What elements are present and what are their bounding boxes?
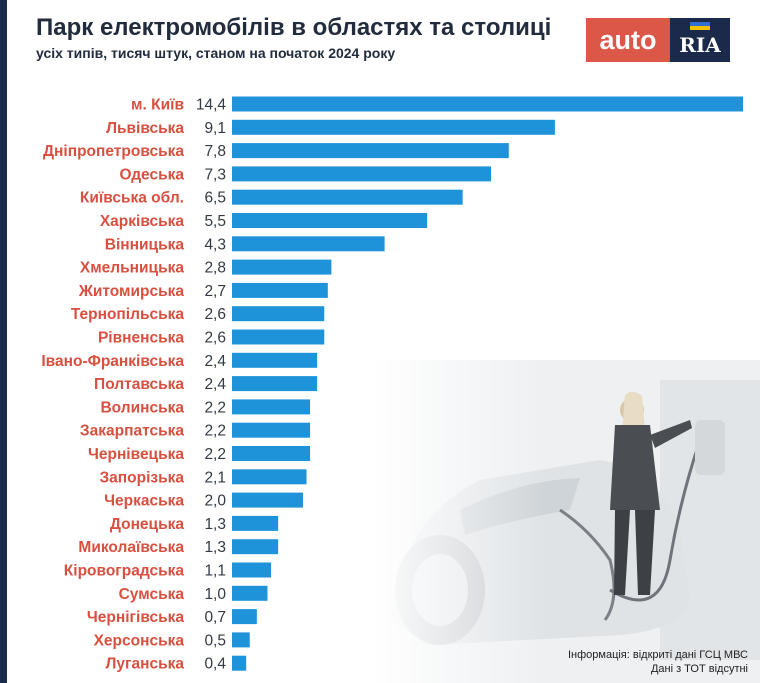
value-label-16: 2,1 — [204, 469, 226, 486]
bar-23 — [232, 632, 250, 648]
ukraine-flag-icon — [690, 22, 710, 30]
chart-title: Парк електромобілів в областях та столиц… — [36, 14, 552, 41]
category-label-1: Львівська — [106, 120, 184, 137]
value-label-13: 2,2 — [204, 399, 226, 416]
source-note: Інформація: відкриті дані ГСЦ МВС Дані з… — [568, 648, 748, 676]
category-label-4: Київська обл. — [80, 190, 184, 207]
logo-ria-text: RIA — [679, 33, 721, 57]
left-accent-stripe — [0, 0, 7, 683]
category-label-10: Рівненська — [98, 330, 184, 347]
bar-19 — [232, 539, 279, 555]
category-label-15: Чернівецька — [88, 446, 184, 463]
value-label-20: 1,1 — [204, 563, 226, 580]
bar-13 — [232, 399, 311, 415]
value-label-14: 2,2 — [204, 423, 226, 440]
value-label-23: 0,5 — [204, 632, 226, 649]
category-label-23: Херсонська — [94, 632, 185, 649]
logo-auto-text: auto — [586, 18, 670, 62]
value-label-11: 2,4 — [204, 353, 226, 370]
logo-ria-block: RIA — [670, 18, 730, 62]
car-charging-illustration — [370, 360, 760, 683]
value-label-5: 5,5 — [204, 213, 226, 230]
value-label-22: 0,7 — [204, 609, 226, 626]
bar-4 — [232, 189, 463, 205]
category-label-18: Донецька — [110, 516, 184, 533]
category-label-21: Сумська — [119, 586, 185, 603]
source-line-2: Дані з ТОТ відсутні — [650, 663, 748, 675]
category-label-22: Чернігівська — [87, 609, 184, 626]
value-label-8: 2,7 — [204, 283, 226, 300]
category-label-17: Черкаська — [104, 493, 184, 510]
value-label-15: 2,2 — [204, 446, 226, 463]
source-line-1: Інформація: відкриті дані ГСЦ МВС — [567, 649, 748, 661]
value-label-4: 6,5 — [204, 190, 226, 207]
bar-11 — [232, 352, 318, 368]
category-label-16: Запорізька — [99, 469, 184, 486]
bar-21 — [232, 585, 268, 601]
category-label-7: Хмельницька — [80, 260, 185, 277]
bar-8 — [232, 282, 328, 298]
category-label-0: м. Київ — [131, 97, 184, 114]
bar-6 — [232, 236, 385, 252]
category-label-19: Миколаївська — [78, 539, 184, 556]
category-label-20: Кіровоградська — [64, 563, 185, 580]
value-label-18: 1,3 — [204, 516, 226, 533]
category-label-14: Закарпатська — [80, 423, 184, 440]
value-label-21: 1,0 — [204, 586, 226, 603]
value-label-6: 4,3 — [204, 236, 226, 253]
bar-17 — [232, 492, 303, 508]
value-label-3: 7,3 — [204, 166, 226, 183]
category-label-13: Волинська — [100, 399, 184, 416]
bar-2 — [232, 143, 509, 159]
category-label-12: Полтавська — [94, 376, 184, 393]
bar-18 — [232, 515, 279, 531]
value-label-17: 2,0 — [204, 493, 226, 510]
bar-5 — [232, 213, 428, 228]
category-label-2: Дніпропетровська — [43, 143, 184, 160]
value-label-12: 2,4 — [204, 376, 226, 393]
value-label-2: 7,8 — [204, 143, 226, 160]
bar-24 — [232, 655, 247, 671]
bar-9 — [232, 306, 325, 322]
bar-0 — [232, 96, 743, 112]
bar-10 — [232, 329, 325, 345]
category-label-6: Вінницька — [105, 236, 185, 253]
value-label-19: 1,3 — [204, 539, 226, 556]
bar-20 — [232, 562, 272, 578]
category-label-9: Тернопільська — [71, 306, 185, 323]
value-label-0: 14,4 — [196, 97, 227, 114]
category-label-24: Луганська — [106, 656, 185, 673]
value-label-9: 2,6 — [204, 306, 226, 323]
bar-12 — [232, 376, 318, 392]
bar-22 — [232, 609, 257, 625]
bar-14 — [232, 422, 311, 438]
category-label-3: Одеська — [120, 166, 185, 183]
category-label-8: Житомирська — [78, 283, 185, 300]
category-label-5: Харківська — [100, 213, 185, 230]
value-label-24: 0,4 — [204, 656, 226, 673]
bar-7 — [232, 259, 332, 275]
bar-16 — [232, 469, 307, 485]
value-label-10: 2,6 — [204, 330, 226, 347]
bar-15 — [232, 446, 311, 461]
value-label-7: 2,8 — [204, 260, 226, 277]
category-label-11: Івано-Франківська — [41, 353, 184, 370]
bar-1 — [232, 119, 555, 135]
chart-subtitle: усіх типів, тисяч штук, станом на почато… — [36, 45, 396, 61]
value-label-1: 9,1 — [204, 120, 226, 137]
bar-3 — [232, 166, 492, 182]
autoria-logo: auto RIA — [586, 18, 730, 62]
